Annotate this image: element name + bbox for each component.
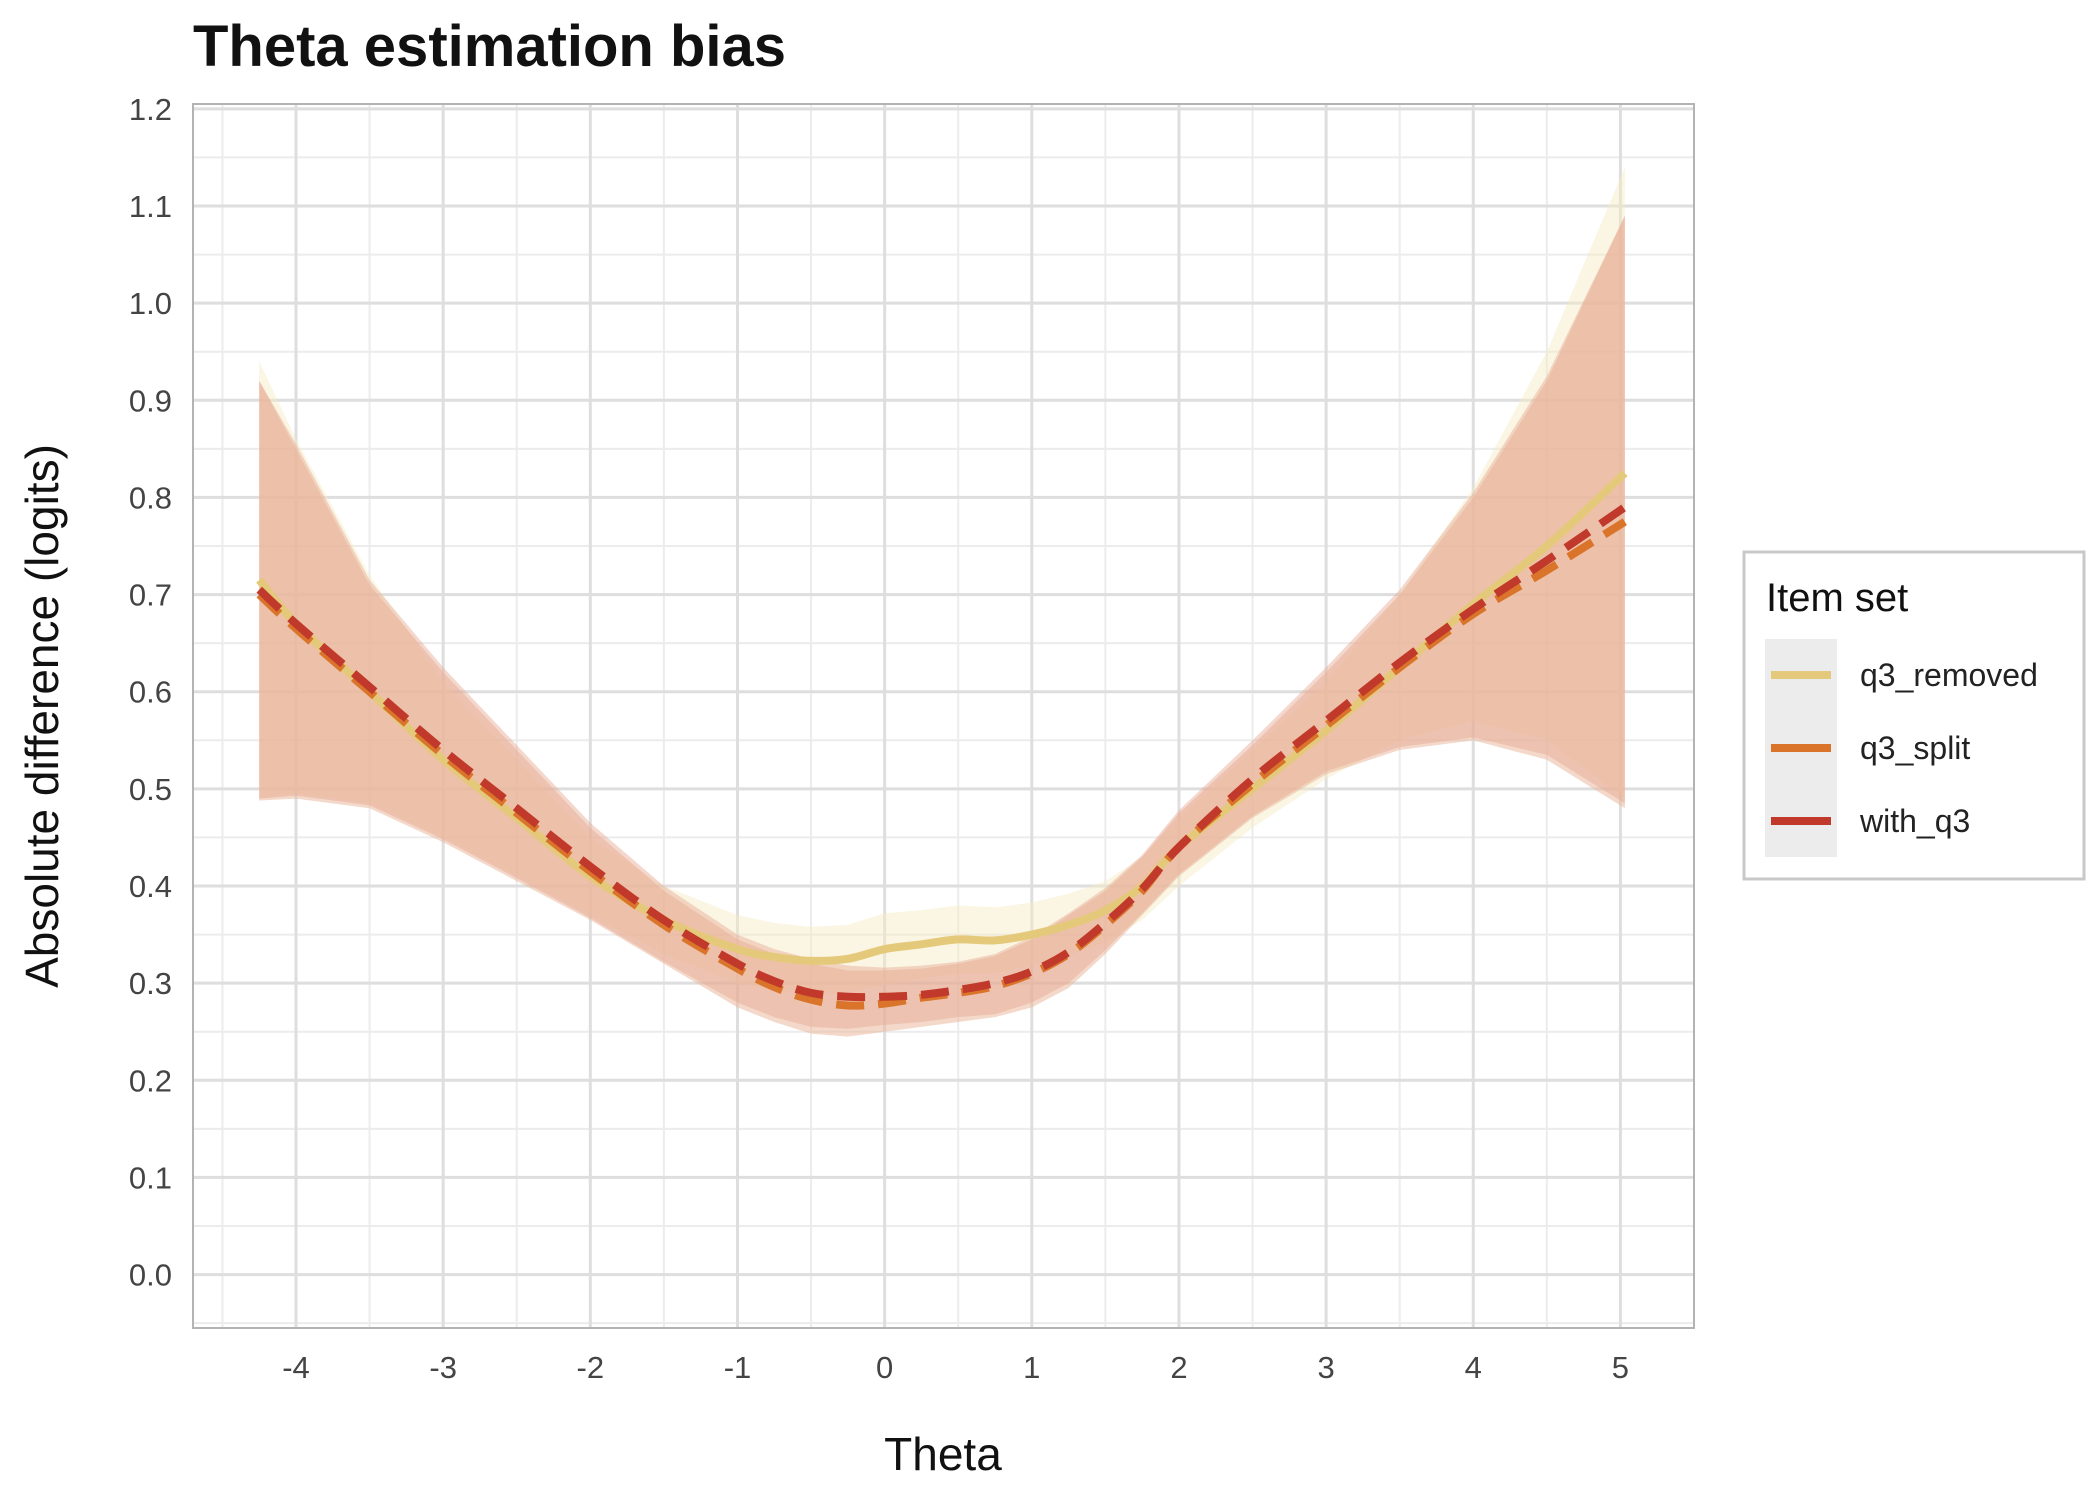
x-tick-label: 1 <box>1023 1350 1040 1385</box>
chart-title: Theta estimation bias <box>193 14 786 79</box>
y-tick-label: 0.9 <box>129 383 172 418</box>
y-tick-label: 0.7 <box>129 578 172 613</box>
confidence-band-with_q3 <box>259 215 1625 1029</box>
x-axis-ticks: -4 -3 -2 -1 0 1 2 3 4 5 <box>282 1350 1629 1385</box>
y-tick-label: 0.4 <box>129 869 172 904</box>
x-tick-label: 4 <box>1465 1350 1482 1385</box>
y-tick-label: 0.3 <box>129 966 172 1001</box>
series-lines <box>256 470 1628 1010</box>
x-tick-label: 3 <box>1317 1350 1334 1385</box>
x-axis-title: Theta <box>884 1428 1002 1480</box>
y-tick-label: 0.1 <box>129 1160 172 1195</box>
x-tick-label: 0 <box>876 1350 893 1385</box>
x-tick-label: -4 <box>282 1350 310 1385</box>
y-tick-label: 0.0 <box>129 1258 172 1293</box>
y-tick-label: 1.1 <box>129 189 172 224</box>
y-axis-ticks: 0.0 0.1 0.2 0.3 0.4 0.5 0.6 0.7 0.8 0.9 1.0 1.1 1.2 <box>129 92 172 1293</box>
x-tick-label: -3 <box>429 1350 457 1385</box>
x-tick-label: 5 <box>1612 1350 1629 1385</box>
y-tick-label: 0.8 <box>129 480 172 515</box>
legend-label-with_q3: with_q3 <box>1859 803 1970 839</box>
series-line-with_q3 <box>256 503 1628 1002</box>
y-tick-label: 0.6 <box>129 675 172 710</box>
legend: Item set q3_removed q3_split with_q3 <box>1742 550 2086 881</box>
plot-panel-border <box>192 103 1695 1329</box>
x-tick-label: 2 <box>1170 1350 1187 1385</box>
y-tick-label: 1.2 <box>129 92 172 127</box>
y-tick-label: 0.5 <box>129 772 172 807</box>
legend-title: Item set <box>1766 576 1908 620</box>
y-tick-label: 0.2 <box>129 1063 172 1098</box>
legend-label-q3_removed: q3_removed <box>1860 657 2038 693</box>
x-tick-label: -2 <box>577 1350 605 1385</box>
confidence-bands <box>259 167 1625 1037</box>
x-tick-label: -1 <box>724 1350 752 1385</box>
y-tick-label: 1.0 <box>129 286 172 321</box>
y-axis-title: Absolute difference (logits) <box>16 444 68 988</box>
legend-label-q3_split: q3_split <box>1860 730 1970 766</box>
